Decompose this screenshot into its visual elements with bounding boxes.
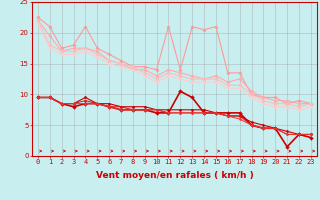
X-axis label: Vent moyen/en rafales ( km/h ): Vent moyen/en rafales ( km/h ) bbox=[96, 171, 253, 180]
